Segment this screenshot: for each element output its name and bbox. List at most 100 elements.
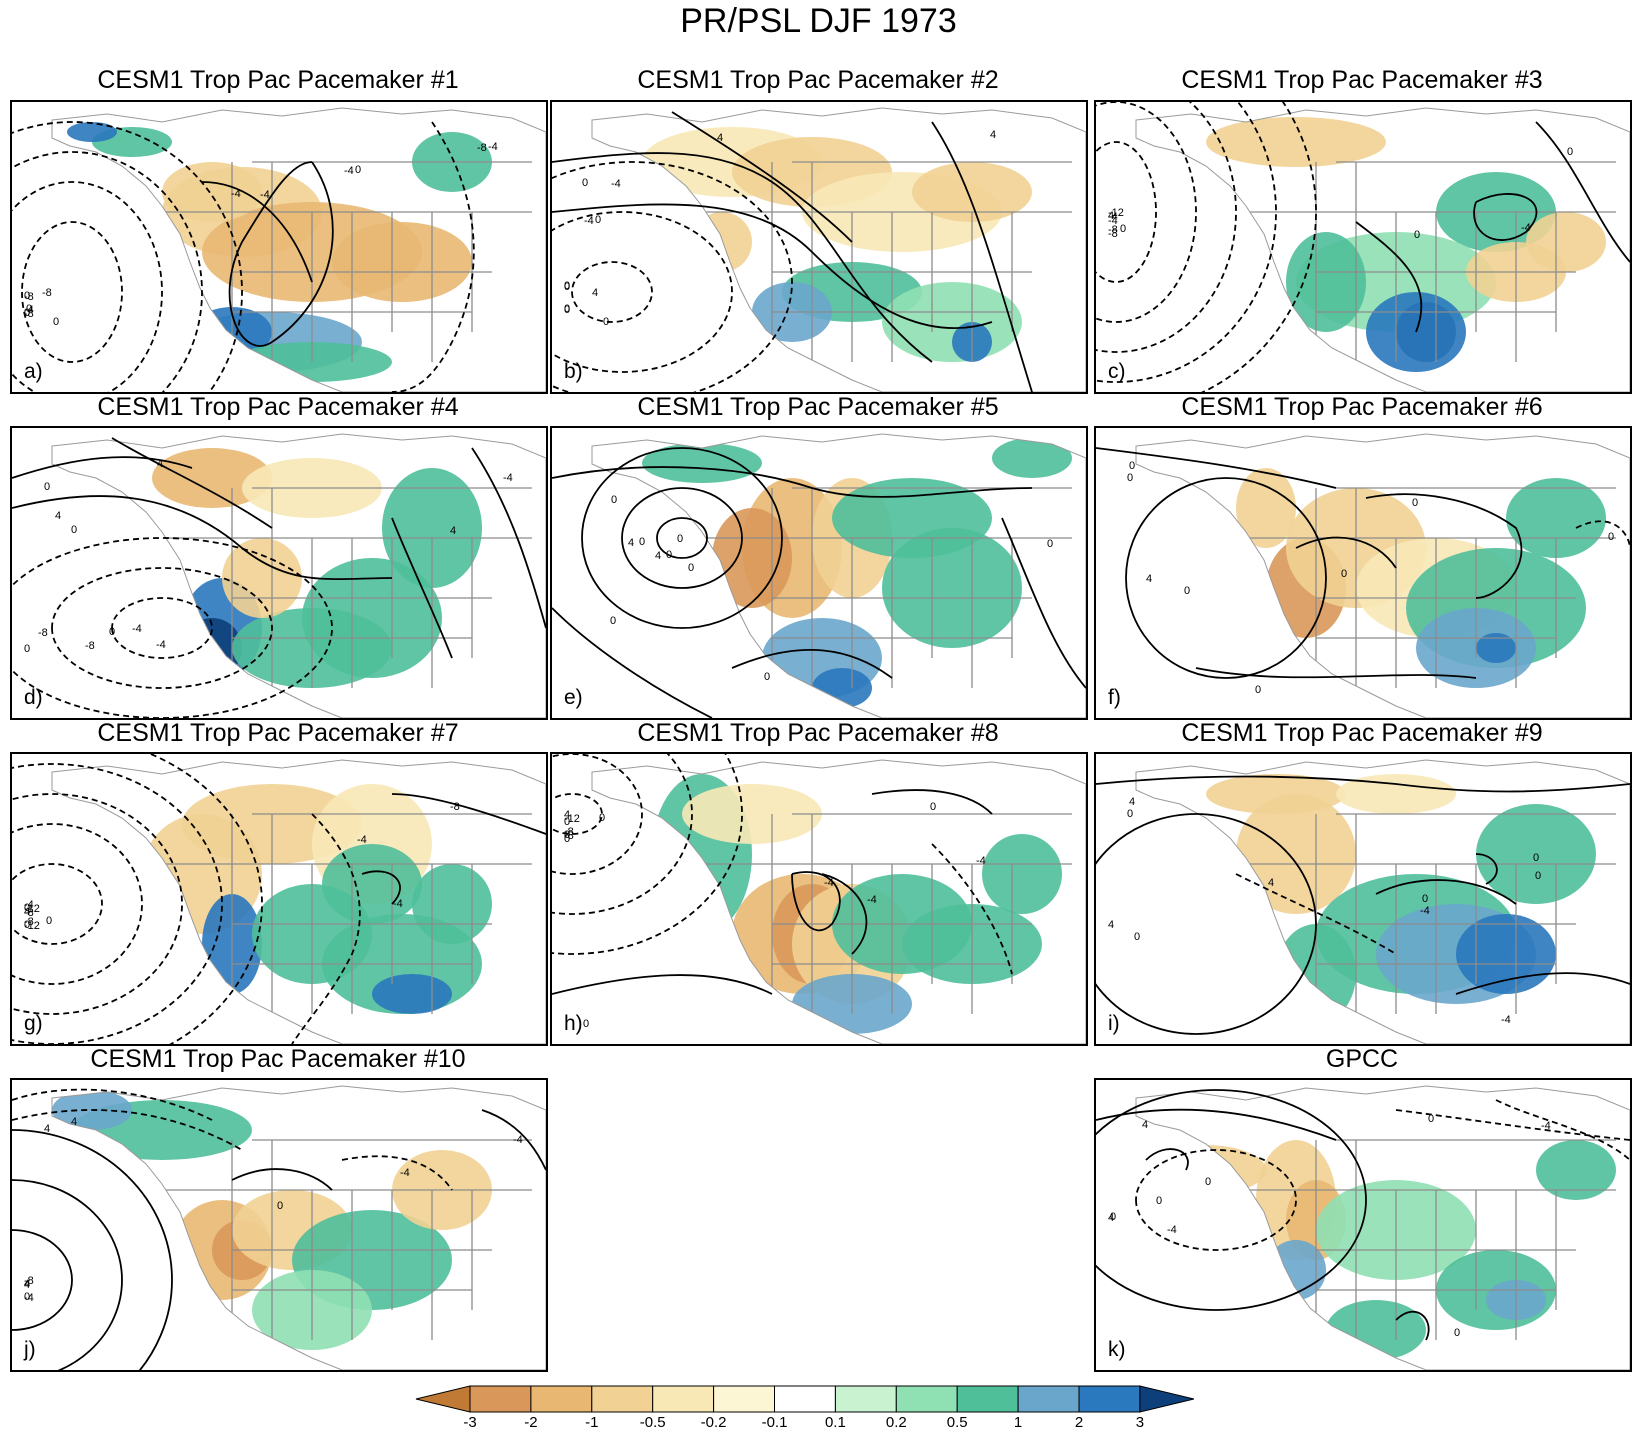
contour-label: 0 (764, 671, 770, 683)
colorbar-swatch (1078, 1385, 1141, 1413)
negative-contour (552, 211, 733, 373)
positive-contour (1295, 536, 1397, 569)
colorbar-tick-label: 0.5 (946, 1414, 968, 1431)
contour-label: -8 (564, 830, 574, 842)
contour-label: 4 (55, 510, 61, 522)
positive-contour (621, 487, 743, 589)
contour-label: 0 (564, 833, 570, 845)
precip-anomaly-patch (1206, 774, 1346, 814)
precip-field-h (592, 760, 1086, 1044)
positive-contour (1096, 813, 1317, 1035)
precip-field-g (52, 760, 546, 1044)
precip-anomaly-patch (1336, 774, 1456, 814)
contour-label: 0 (564, 829, 570, 841)
contour-label: -8 (24, 907, 34, 919)
negative-contour (12, 121, 243, 392)
contour-label: -8 (85, 640, 95, 652)
precip-anomaly-patch (67, 122, 117, 142)
contour-label: -4 (24, 1292, 34, 1304)
contour-label: 4 (1108, 1212, 1114, 1224)
coastline (51, 1085, 546, 1370)
contour-label: -4 (344, 165, 354, 177)
contour-label: 0 (1255, 684, 1261, 696)
contour-label: 0 (639, 536, 645, 548)
colorbar-swatch (1017, 1385, 1080, 1413)
contour-label: -8 (24, 308, 34, 320)
contour-label: -4 (132, 623, 142, 635)
positive-contour (656, 517, 708, 559)
coastline (51, 107, 546, 392)
contour-label: 0 (599, 812, 605, 824)
positive-contour (12, 1179, 123, 1370)
contour-label: 0 (1127, 472, 1133, 484)
colorbar-swatch (652, 1385, 715, 1413)
map-panel-h: 4 -8 -12 -8 -4 -4 0 0 -4 0 0 0 0 h) (550, 752, 1088, 1046)
positive-contour (1355, 221, 1423, 333)
contour-label: 0 (71, 524, 77, 536)
negative-contour (21, 221, 123, 363)
precip-field-f (1136, 434, 1630, 718)
colorbar-swatch (956, 1385, 1019, 1413)
map-panel-e: 0 4 4 0 0 0 0 0 0 0 e) (550, 426, 1088, 720)
negative-contour (391, 121, 475, 392)
contour-label: -4 (231, 188, 241, 200)
positive-contour (228, 161, 334, 347)
panel-title-d: CESM1 Trop Pac Pacemaker #4 (97, 393, 459, 421)
positive-contour (1455, 972, 1630, 995)
precip-anomaly-patch (1236, 468, 1296, 548)
positive-contour (481, 1109, 546, 1171)
positive-contour (552, 607, 713, 718)
contour-label: 0 (564, 304, 570, 316)
positive-contour (1096, 447, 1337, 489)
contour-label: 0 (44, 481, 50, 493)
positive-contour (12, 1229, 73, 1331)
contour-label: -4 (584, 215, 594, 227)
precip-anomaly-patch (982, 834, 1062, 914)
positive-contour (231, 1168, 333, 1191)
positive-contour (1365, 493, 1523, 599)
negative-contour (552, 754, 643, 875)
contour-label: 0 (582, 177, 588, 189)
contour-label: -4 (1541, 1120, 1551, 1132)
contour-label: 0 (1205, 1176, 1211, 1188)
precip-anomaly-patch (222, 538, 302, 618)
panel-title-k: GPCC (1325, 1045, 1399, 1073)
positive-contour (1535, 121, 1630, 263)
colorbar-swatch (774, 1385, 836, 1413)
precip-anomaly-patch (1476, 804, 1596, 904)
contour-label: -4 (24, 899, 34, 911)
colorbar (415, 1385, 1195, 1413)
map-panel-b: 4 0 0 -4 -4 4 4 0 0 0 0 0 b) (550, 100, 1088, 394)
precip-anomaly-patch (1476, 633, 1516, 663)
contour-label: 0 (1110, 1211, 1116, 1223)
contour-label: 0 (611, 494, 617, 506)
contour-label: 0 (1535, 870, 1541, 882)
positive-contour (111, 437, 273, 529)
contour-label: -4 (1167, 1224, 1177, 1236)
panel-title-f: CESM1 Trop Pac Pacemaker #6 (1181, 393, 1543, 421)
contour-label: -12 (1108, 207, 1124, 219)
contour-label: 4 (1146, 573, 1152, 585)
precip-anomaly-patch (162, 162, 262, 222)
positive-contour (201, 181, 313, 283)
positive-contour (931, 121, 1033, 392)
contour-label: 0 (610, 615, 616, 627)
precip-field-j (52, 1086, 546, 1370)
contour-label: 0 (1120, 223, 1126, 235)
map-panel-i: 4 4 0 0 4 -4 0 0 -4 0 i) (1094, 752, 1632, 1046)
negative-contour (1135, 1149, 1297, 1251)
map-panel-k: 0 4 4 0 0 -4 0 -4 0 k) (1094, 1078, 1632, 1372)
colorbar-tick-label: 2 (1074, 1414, 1084, 1431)
contour-label: -12 (24, 920, 40, 932)
precip-anomaly-patch (332, 222, 472, 302)
psl-contours-i (1096, 775, 1630, 1035)
positive-contour (12, 495, 393, 580)
